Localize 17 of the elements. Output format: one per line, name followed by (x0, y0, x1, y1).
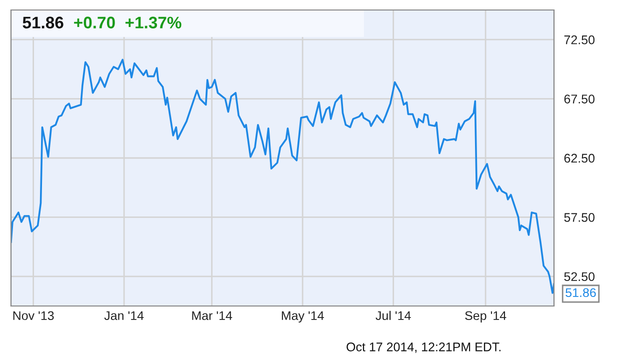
x-tick-label: Sep '14 (465, 311, 506, 323)
y-tick-label: 62.50 (564, 154, 595, 163)
x-tick-label: Nov '13 (13, 311, 54, 320)
y-tick-label: 72.50 (564, 35, 595, 44)
text: Oct 17 2014, 12:21PM EDT. (346, 342, 501, 353)
x-tick-label: Mar '14 (192, 311, 232, 320)
y-tick-label: 67.50 (564, 94, 595, 104)
annotation: 51.86 (22, 16, 64, 28)
x-tick-label: May '14 (282, 311, 324, 323)
y-tick-label: 57.50 (564, 213, 595, 222)
x-tick-label: Jan '14 (104, 311, 144, 320)
y-tick-label: 52.50 (564, 272, 595, 282)
annotation: +1.37% (125, 16, 182, 28)
annotation: +0.70 (74, 16, 115, 28)
x-tick-label: Jul '14 (376, 310, 411, 320)
annotation: 51.86 (566, 288, 596, 298)
line-series (11, 58, 554, 294)
